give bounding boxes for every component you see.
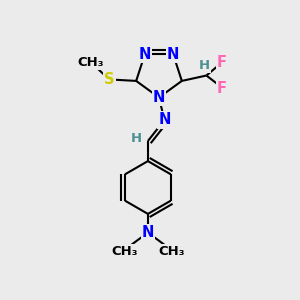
Text: CH₃: CH₃ bbox=[111, 245, 138, 258]
Text: N: N bbox=[139, 46, 151, 62]
Text: F: F bbox=[217, 81, 227, 96]
Text: F: F bbox=[217, 55, 227, 70]
Text: N: N bbox=[153, 90, 165, 105]
Text: N: N bbox=[142, 225, 154, 240]
Text: N: N bbox=[167, 46, 179, 62]
Text: H: H bbox=[131, 132, 142, 145]
Text: CH₃: CH₃ bbox=[77, 56, 104, 68]
Text: CH₃: CH₃ bbox=[158, 245, 184, 258]
Text: S: S bbox=[104, 72, 114, 87]
Text: H: H bbox=[199, 59, 210, 72]
Text: N: N bbox=[158, 112, 171, 128]
